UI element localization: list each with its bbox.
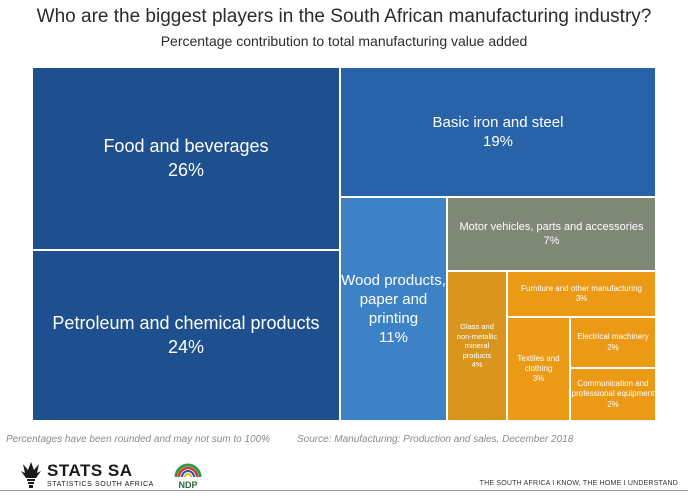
tile-value-label: 26% bbox=[167, 159, 205, 180]
treemap-tile: Electrical machinery 2% bbox=[570, 317, 656, 368]
stats-sa-logo: STATS SA STATISTICS SOUTH AFRICA bbox=[20, 458, 154, 492]
tile-label: Wood products, paper and printing bbox=[341, 271, 446, 327]
tile-value-label: 4% bbox=[471, 360, 483, 370]
tagline: THE SOUTH AFRICA I KNOW, THE HOME I UNDE… bbox=[479, 480, 678, 487]
treemap-tile: Textiles and clothing 3% bbox=[507, 317, 570, 421]
chart-subtitle: Percentage contribution to total manufac… bbox=[160, 33, 528, 49]
treemap-tile: Glass and non-metallic mineral products 4… bbox=[447, 271, 507, 421]
tile-value-label: 2% bbox=[607, 342, 619, 352]
treemap-tile: Wood products, paper and printing 11% bbox=[340, 197, 447, 421]
brand-subtitle: STATISTICS SOUTH AFRICA bbox=[47, 481, 154, 488]
tile-label: Food and beverages bbox=[103, 136, 269, 157]
tile-value-label: 3% bbox=[575, 294, 588, 303]
tile-value-label: 3% bbox=[532, 374, 545, 384]
tile-value-label: 2% bbox=[607, 399, 619, 409]
footer-rule bbox=[0, 490, 688, 491]
rounding-note: Percentages have been rounded and may no… bbox=[6, 434, 271, 445]
treemap-tile: Communication and professional equipment… bbox=[570, 368, 656, 421]
brand-name: STATS SA bbox=[47, 461, 133, 480]
tile-value-label: 24% bbox=[167, 336, 205, 357]
treemap-tile: Petroleum and chemical products 24% bbox=[32, 250, 340, 421]
tile-label: Petroleum and chemical products bbox=[52, 313, 320, 334]
tile-value-label: 7% bbox=[543, 235, 560, 247]
ndp-label: NDP bbox=[178, 480, 197, 490]
tile-label: Furniture and other manufacturing bbox=[521, 283, 642, 293]
treemap-tile: Food and beverages 26% bbox=[32, 67, 340, 250]
stats-sa-mark-icon bbox=[21, 462, 41, 488]
tile-value-label: 19% bbox=[482, 133, 514, 150]
tile-label: Basic iron and steel bbox=[432, 113, 564, 131]
tile-label: Electrical machinery bbox=[577, 332, 649, 342]
ndp-logo-icon: NDP bbox=[174, 463, 202, 490]
treemap-tile: Basic iron and steel 19% bbox=[340, 67, 656, 197]
tile-label: Communication and professional equipment bbox=[571, 379, 655, 399]
treemap-tile: Furniture and other manufacturing 3% bbox=[507, 271, 656, 317]
tile-label: Textiles and clothing bbox=[517, 353, 560, 373]
chart-title: Who are the biggest players in the South… bbox=[36, 6, 652, 27]
tile-label: Glass and non-metallic mineral products bbox=[456, 322, 498, 360]
treemap-tile: Motor vehicles, parts and accessories 7% bbox=[447, 197, 656, 271]
tile-label: Motor vehicles, parts and accessories bbox=[459, 220, 644, 233]
source-note: Source: Manufacturing: Production and sa… bbox=[297, 434, 574, 445]
tile-value-label: 11% bbox=[379, 329, 408, 347]
